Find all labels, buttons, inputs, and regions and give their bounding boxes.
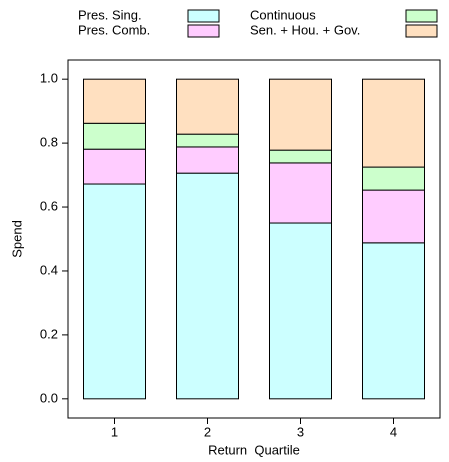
legend-label: Continuous — [250, 7, 316, 22]
bar-segment — [269, 222, 332, 400]
y-tick-label: 0.6 — [40, 198, 58, 213]
x-axis-label: Return Quartile — [208, 442, 300, 457]
x-tick-label: 4 — [390, 424, 397, 439]
legend-swatch — [187, 24, 220, 38]
y-tick-label: 0.0 — [40, 390, 58, 405]
legend-swatch — [405, 9, 438, 23]
legend-swatch — [187, 9, 220, 23]
plot-frame — [67, 59, 441, 419]
bar-segment — [362, 78, 425, 168]
bar-segment — [83, 183, 146, 400]
y-tick-label: 1.0 — [40, 71, 58, 86]
bar-segment — [362, 242, 425, 400]
x-tick-label: 1 — [111, 424, 118, 439]
bar-segment — [83, 148, 146, 185]
bar-segment — [269, 149, 332, 164]
x-tick-label: 3 — [297, 424, 304, 439]
legend-label: Pres. Comb. — [78, 22, 150, 37]
bar-segment — [362, 166, 425, 191]
legend-label: Sen. + Hou. + Gov. — [250, 22, 360, 37]
bar-segment — [83, 122, 146, 150]
bar-segment — [176, 133, 239, 148]
y-tick-label: 0.2 — [40, 326, 58, 341]
legend-swatch — [405, 24, 438, 38]
legend-label: Pres. Sing. — [78, 7, 142, 22]
bar-segment — [269, 162, 332, 224]
y-tick-label: 0.8 — [40, 135, 58, 150]
bar-segment — [176, 78, 239, 135]
x-tick-label: 2 — [204, 424, 211, 439]
bar-segment — [176, 172, 239, 400]
y-axis-label: Spend — [9, 220, 24, 258]
bar-segment — [83, 78, 146, 124]
bar-segment — [362, 189, 425, 244]
bar-segment — [269, 78, 332, 151]
bar-segment — [176, 146, 239, 174]
y-tick-label: 0.4 — [40, 262, 58, 277]
